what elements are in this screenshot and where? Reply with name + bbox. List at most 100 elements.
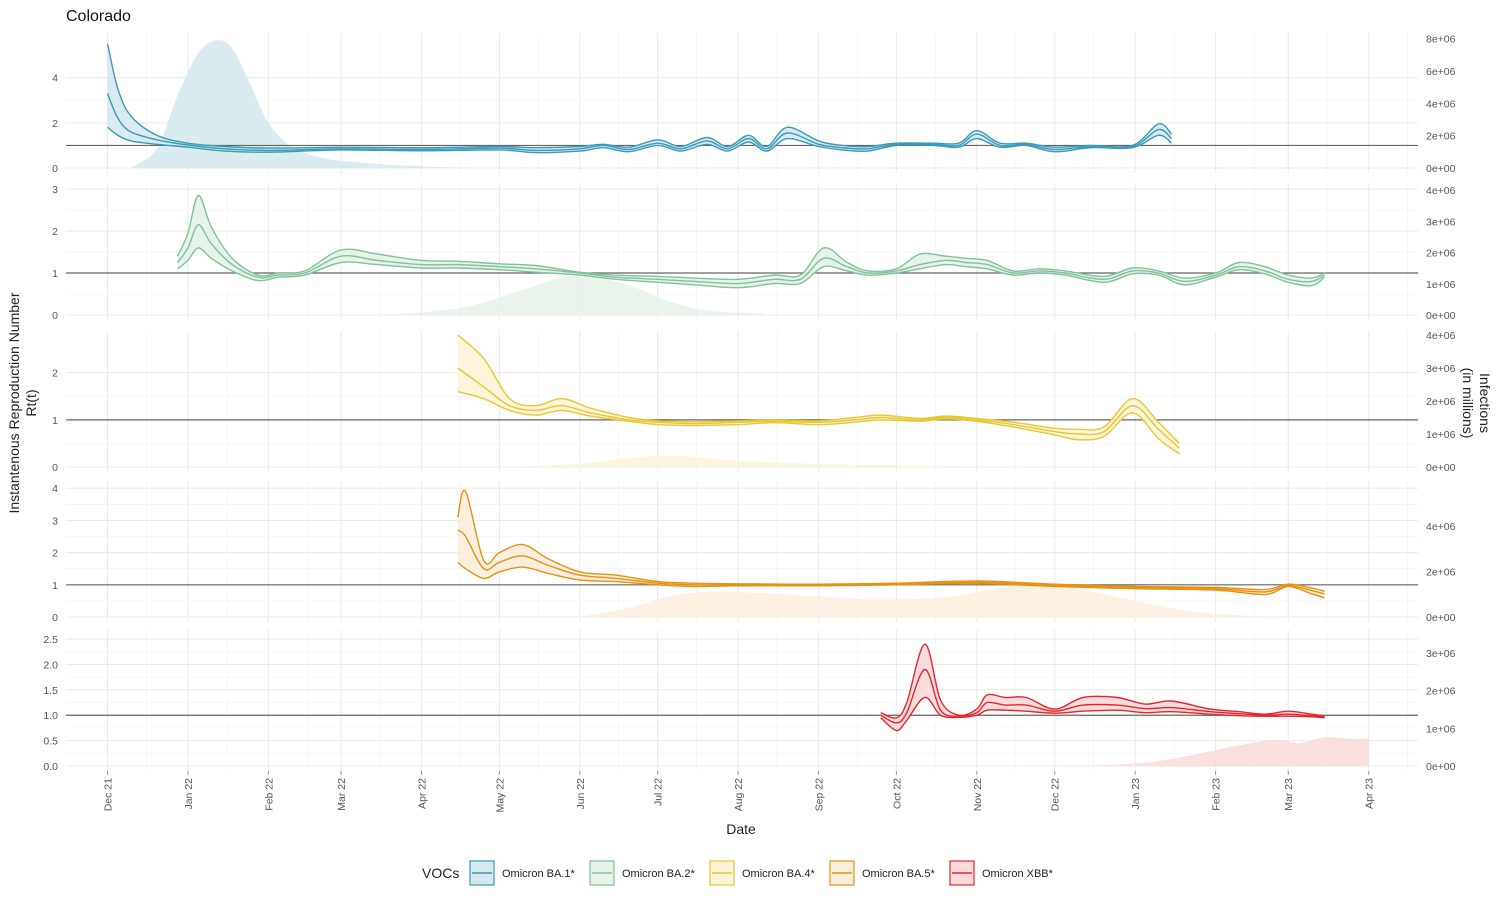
y-axis-right-title-2: (in millions) [1460,368,1476,439]
x-axis-ticks: Dec 21 Jan 22 Feb 22 Mar 22 Apr 22 May 22 Jun … [103,771,1376,812]
legend: VOCs Omicron BA.1* Omicron BA.2* Omicron B… [422,860,1054,886]
y-right-tick-label: 4e+06 [1426,521,1456,533]
y-left-tick-label: 0 [52,462,58,474]
panel-4: 0 1 2 3 4 0e+00 2e+06 4e+06 [52,481,1456,624]
y-right-tick-label: 0e+00 [1426,462,1456,474]
x-tick-label: Jan 22 [183,778,195,810]
x-tick-label: Sep 22 [814,778,826,811]
x-tick-label: Jan 23 [1130,778,1142,810]
y-right-tick-label: 2e+06 [1426,248,1456,260]
y-right-tick-label: 4e+06 [1426,330,1456,342]
y-right-tick-label: 3e+06 [1426,363,1456,375]
panel-1: 0 2 4 0e+00 2e+06 4e+06 6e+06 8e+06 [52,33,1456,175]
chart-title: Colorado [66,8,131,25]
infections-area [499,455,1091,467]
y-left-tick-label: 1.0 [43,710,58,722]
x-tick-label: Feb 23 [1211,778,1223,811]
rt-line-lower [107,126,1172,154]
x-tick-label: Nov 22 [972,778,984,811]
y-left-tick-label: 1 [52,580,58,592]
rt-line-mid [880,668,1325,724]
y-left-tick-label: 0.5 [43,736,58,748]
rt-line-upper [457,489,1325,592]
x-tick-label: Apr 22 [417,778,429,809]
legend-item-4: Omicron BA.5* [829,860,935,886]
y-right-tick-label: 4e+06 [1426,98,1456,110]
y-right-tick-label: 0e+00 [1426,310,1456,322]
y-left-tick-label: 2.5 [43,634,58,646]
x-tick-label: Mar 22 [336,778,348,811]
y-left-tick-label: 0 [52,163,58,175]
y-right-tick-label: 8e+06 [1426,34,1456,46]
gridlines [66,630,1418,771]
legend-label: Omicron BA.4* [742,868,815,880]
y-left-tick-label: 1 [52,415,58,427]
y-right-tick-label: 2e+06 [1426,396,1456,408]
x-tick-label: Oct 22 [891,778,903,809]
rt-line-lower [880,696,1325,732]
x-tick-label: Feb 22 [263,778,275,811]
y-right-tick-label: 0e+00 [1426,612,1456,624]
y-axis-right-title-1: Infections [1477,373,1493,433]
y-left-tick-label: 0 [52,612,58,624]
y-left-tick-label: 3 [52,184,58,196]
y-left-tick-label: 0 [52,310,58,322]
x-axis-title: Date [726,821,756,837]
legend-label: Omicron BA.2* [622,868,695,880]
y-left-tick-label: 2 [52,226,58,238]
panel-2: 0 1 2 3 0e+00 1e+06 2e+06 3e+06 4e+06 [52,183,1456,322]
y-left-tick-label: 4 [52,483,58,495]
y-right-tick-label: 6e+06 [1426,66,1456,78]
y-left-tick-label: 2 [52,368,58,380]
rt-line-lower [457,390,1180,455]
panels: 0 2 4 0e+00 2e+06 4e+06 6e+06 8e+06 0 1 2 3 0e+00 1e+… [43,33,1456,773]
gridlines [66,331,1418,472]
x-tick-label: Dec 22 [1050,778,1062,811]
legend-label: Omicron BA.1* [502,868,575,880]
x-tick-label: Dec 21 [103,778,115,811]
y-left-tick-label: 3 [52,515,58,527]
x-tick-label: Apr 23 [1364,778,1376,809]
infections-area [130,40,471,168]
panel-5: 0.0 0.5 1.0 1.5 2.0 2.5 0e+00 1e+06 2e+06 3e+06 [43,630,1456,773]
y-left-tick-label: 1 [52,268,58,280]
rt-ribbon [880,644,1325,731]
panel-3: 0 1 2 0e+00 1e+06 2e+06 3e+06 4e+06 [52,330,1455,474]
y-right-tick-label: 0e+00 [1426,163,1456,175]
x-tick-label: Jul 22 [653,778,665,806]
y-left-tick-label: 2.0 [43,659,58,671]
legend-item-1: Omicron BA.1* [469,860,575,886]
infections-area [579,583,1289,617]
y-right-tick-label: 1e+06 [1426,429,1456,441]
y-left-tick-label: 1.5 [43,685,58,697]
y-right-tick-label: 2e+06 [1426,131,1456,143]
rt-line-mid [457,529,1325,595]
legend-item-2: Omicron BA.2* [589,860,695,886]
rt-line-mid [177,224,1325,285]
y-right-tick-label: 0e+00 [1426,761,1456,773]
rt-line-lower [177,247,1326,289]
rt-line-mid [457,367,1180,449]
y-right-tick-label: 2e+06 [1426,566,1456,578]
y-right-tick-label: 4e+06 [1426,185,1456,197]
rt-line-lower [457,561,1325,599]
infections-area [364,275,1325,316]
y-right-tick-label: 1e+06 [1426,723,1456,735]
y-right-tick-label: 3e+06 [1426,648,1456,660]
legend-item-3: Omicron BA.4* [709,860,815,886]
x-tick-label: Jun 22 [575,778,587,810]
y-right-tick-label: 2e+06 [1426,686,1456,698]
rt-line-upper [176,194,1325,281]
legend-title: VOCs [422,865,459,881]
y-left-tick-label: 0.0 [43,761,58,773]
gridlines [66,183,1418,320]
infections-area [1054,737,1369,766]
y-left-tick-label: 2 [52,548,58,560]
x-tick-label: May 22 [494,778,506,813]
rt-line-upper [106,43,1173,149]
x-tick-label: Mar 23 [1283,778,1295,811]
rt-line-upper [457,334,1180,444]
y-axis-left-title-2: Rt(t) [23,389,39,416]
x-tick-label: Aug 22 [733,778,745,811]
